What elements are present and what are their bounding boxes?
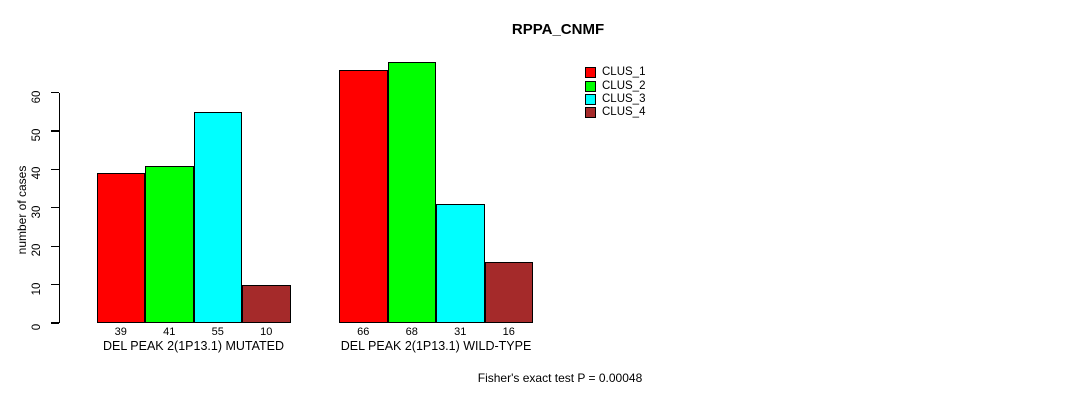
bar-clus_4-group2 (484, 261, 533, 323)
fisher-test-annotation: Fisher's exact test P = 0.00048 (477, 371, 643, 385)
y-tick-label-text: 40 (31, 166, 43, 180)
legend-swatch-icon (585, 107, 596, 119)
y-tick-label-text: 60 (31, 90, 43, 103)
bar-value-label: 39 (114, 326, 127, 338)
legend-row-clus_3: CLUS_3 (585, 93, 645, 106)
chart-title: RPPA_CNMF (511, 21, 605, 38)
y-axis-line (59, 92, 61, 323)
bar-value-label: 66 (357, 326, 370, 338)
y-tick-label-text: 30 (31, 205, 43, 219)
legend-row-clus_1: CLUS_1 (585, 66, 645, 79)
y-axis-tick (51, 284, 59, 286)
legend-label: CLUS_1 (602, 66, 646, 79)
bar-value-label: 68 (405, 326, 418, 338)
legend-row-clus_4: CLUS_4 (585, 106, 645, 119)
bar-clus_1-group1 (96, 173, 145, 323)
bar-clus_2-group1 (145, 165, 194, 323)
legend-swatch-icon (585, 93, 596, 105)
x-category-label: DEL PEAK 2(1P13.1) MUTATED (102, 339, 285, 353)
y-axis-tick (51, 130, 59, 132)
legend: CLUS_1 CLUS_2 CLUS_3 CLUS_4 (585, 66, 645, 120)
legend-label: CLUS_2 (602, 79, 646, 92)
bar-value-label: 41 (163, 326, 176, 338)
y-tick-label-text: 10 (31, 282, 43, 295)
y-axis-tick (51, 92, 59, 94)
bar-value-label: 16 (502, 326, 515, 338)
bar-clus_3-group1 (193, 111, 242, 323)
y-axis-tick (51, 322, 59, 324)
bar-value-label: 31 (454, 326, 467, 338)
bar-clus_3-group2 (436, 203, 485, 323)
bar-value-label: 55 (211, 326, 224, 338)
bar-value-label: 10 (260, 326, 273, 338)
y-tick-label-text: 20 (31, 243, 43, 257)
legend-row-clus_2: CLUS_2 (585, 79, 645, 92)
y-axis-tick (51, 245, 59, 247)
legend-label: CLUS_4 (602, 106, 646, 119)
x-category-label: DEL PEAK 2(1P13.1) WILD-TYPE (340, 339, 532, 353)
legend-swatch-icon (585, 80, 596, 92)
y-axis-title-text: number of cases (15, 165, 29, 255)
bar-clus_1-group2 (339, 69, 388, 323)
y-axis-tick (51, 207, 59, 209)
legend-label: CLUS_3 (602, 92, 646, 105)
bar-clus_2-group2 (387, 61, 436, 323)
y-axis-tick (51, 168, 59, 170)
bar-clus_4-group1 (242, 284, 291, 323)
legend-swatch-icon (585, 67, 596, 79)
y-tick-label-text: 50 (31, 128, 43, 142)
y-tick-label-text: 0 (31, 323, 43, 331)
